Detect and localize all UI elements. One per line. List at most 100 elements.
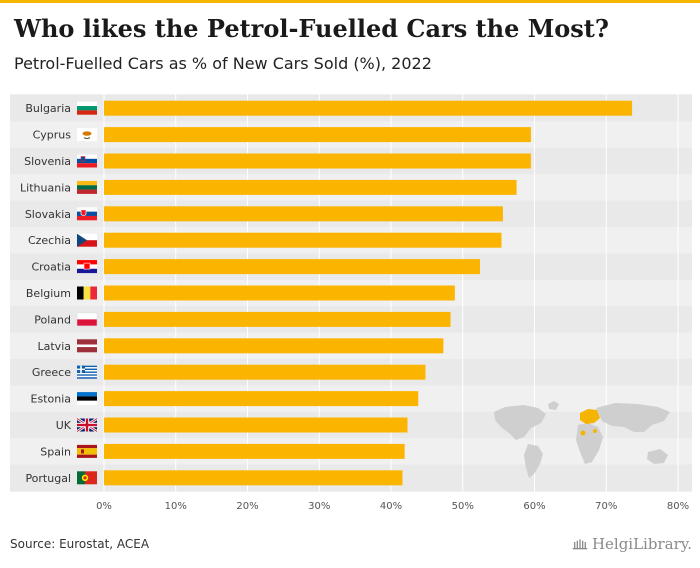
category-label: Croatia xyxy=(31,261,71,274)
flag-cyprus-icon xyxy=(77,128,97,142)
bar xyxy=(104,364,426,380)
category-label: Slovakia xyxy=(25,208,71,221)
africa-shape xyxy=(576,423,603,464)
flag-part xyxy=(90,286,97,300)
flag-part xyxy=(77,367,97,369)
flag-bulgaria-icon xyxy=(77,101,97,115)
brand-name: HelgiLibrary. xyxy=(591,535,692,553)
flag-part xyxy=(77,392,97,397)
category-label: Portugal xyxy=(25,472,71,485)
flag-part xyxy=(77,211,97,216)
bar xyxy=(104,311,451,327)
category-label: Greece xyxy=(32,366,71,379)
bar xyxy=(104,153,531,169)
chart-title: Who likes the Petrol-Fuelled Cars the Mo… xyxy=(14,14,609,43)
bar xyxy=(104,417,408,433)
category-label: Czechia xyxy=(28,234,71,247)
category-label: Latvia xyxy=(38,340,72,353)
flag-part xyxy=(77,233,97,241)
flag-part xyxy=(77,344,97,348)
world-map xyxy=(494,401,670,478)
flag-part xyxy=(77,471,85,485)
flag-belgium-icon xyxy=(77,286,97,300)
north-america-shape xyxy=(494,405,546,440)
category-label: Lithuania xyxy=(20,181,71,194)
flag-part xyxy=(77,423,97,427)
bar xyxy=(104,127,531,143)
flag-part xyxy=(77,371,97,373)
category-label: Belgium xyxy=(26,287,71,300)
x-tick-label: 40% xyxy=(380,501,402,512)
bar xyxy=(104,285,455,301)
flag-part xyxy=(77,347,97,353)
flag-part xyxy=(77,375,97,378)
flag-part xyxy=(83,476,87,480)
flag-part xyxy=(77,106,97,111)
bar xyxy=(104,206,503,222)
flag-part xyxy=(77,185,97,190)
flag-part xyxy=(77,233,87,247)
flag-part xyxy=(77,368,85,371)
bar xyxy=(104,259,480,275)
bar-chart: 0% 10% 20% 30% 40% 50% 60% 70% 80% Bulgaria Cyprus… xyxy=(20,94,690,512)
flag-part xyxy=(77,286,84,300)
bar xyxy=(104,443,405,459)
flag-part xyxy=(76,312,98,327)
x-tick-label: 80% xyxy=(667,501,689,512)
x-tick-label: 70% xyxy=(595,501,617,512)
flag-part xyxy=(83,286,91,300)
category-label: Cyprus xyxy=(33,129,72,142)
south-america-shape xyxy=(524,444,543,478)
flag-part xyxy=(77,260,97,265)
flag-part xyxy=(77,372,97,375)
x-tick-label: 20% xyxy=(236,501,258,512)
x-tick-label: 0% xyxy=(96,501,112,512)
chart-subtitle: Petrol-Fuelled Cars as % of New Cars Sol… xyxy=(14,54,432,73)
flag-estonia-icon xyxy=(77,392,97,406)
flag-part xyxy=(77,154,97,159)
flag-part xyxy=(81,449,84,454)
flag-czechia-icon xyxy=(77,233,97,247)
library-icon xyxy=(572,539,588,550)
flag-part xyxy=(77,207,97,212)
x-tick-label: 10% xyxy=(165,501,187,512)
x-tick-label: 60% xyxy=(523,501,545,512)
flag-part xyxy=(77,240,97,247)
flag-part xyxy=(77,319,97,326)
flag-part xyxy=(77,444,97,449)
flag-part xyxy=(82,131,92,136)
asia-shape xyxy=(596,403,670,432)
flag-part xyxy=(77,158,97,164)
flag-part xyxy=(77,215,97,221)
flag-part xyxy=(83,262,91,270)
map-marker xyxy=(593,429,597,433)
category-label: Poland xyxy=(34,313,71,326)
flag-croatia-icon xyxy=(77,260,97,274)
flag-part xyxy=(77,377,97,379)
map-marker xyxy=(580,430,586,436)
flag-spain-icon xyxy=(77,444,97,458)
x-tick-label: 30% xyxy=(308,501,330,512)
category-label: Spain xyxy=(40,445,71,458)
flag-latvia-icon xyxy=(77,339,97,353)
flag-part xyxy=(77,339,97,345)
flag-slovenia-icon xyxy=(77,154,97,168)
brand-logo: HelgiLibrary. xyxy=(572,533,692,555)
category-label: Estonia xyxy=(31,393,72,406)
flag-part xyxy=(77,400,97,406)
bar xyxy=(104,179,517,195)
flag-part xyxy=(80,209,87,217)
flag-portugal-icon xyxy=(77,471,97,485)
flag-part xyxy=(77,268,97,274)
bar xyxy=(104,391,419,407)
flag-part xyxy=(77,374,97,376)
flag-part xyxy=(77,368,97,371)
flag-part xyxy=(77,180,97,186)
flag-lithuania-icon xyxy=(77,180,97,194)
flag-slovakia-icon xyxy=(77,207,97,221)
flag-part xyxy=(77,396,97,401)
source-note: Source: Eurostat, ACEA xyxy=(10,537,150,551)
x-tick-label: 50% xyxy=(452,501,474,512)
bar xyxy=(104,470,403,486)
greenland-shape xyxy=(548,401,559,410)
